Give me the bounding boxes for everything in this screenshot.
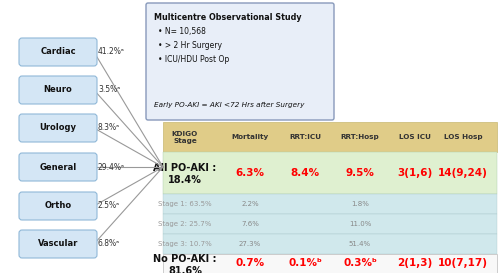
Bar (163, 194, 497, 214)
Text: 6.8%ᵃ: 6.8%ᵃ (98, 239, 120, 248)
Text: • N= 10,568: • N= 10,568 (158, 27, 206, 36)
FancyBboxPatch shape (146, 3, 334, 120)
Text: 2.2%: 2.2% (241, 201, 259, 207)
Text: KDIGO
Stage: KDIGO Stage (172, 130, 198, 144)
FancyBboxPatch shape (19, 230, 97, 258)
Text: Cardiac: Cardiac (40, 48, 76, 57)
Text: Mortality: Mortality (232, 134, 268, 140)
Text: All PO-AKI :: All PO-AKI : (154, 163, 216, 173)
Text: 1.8%: 1.8% (351, 201, 369, 207)
Text: Urology: Urology (40, 123, 76, 132)
Text: LOS Hosp: LOS Hosp (444, 134, 482, 140)
Bar (163, 234, 497, 254)
Text: 7.6%: 7.6% (241, 221, 259, 227)
Text: Stage 1: 63.5%: Stage 1: 63.5% (158, 201, 212, 207)
Text: 6.3%: 6.3% (236, 168, 264, 178)
FancyBboxPatch shape (19, 114, 97, 142)
Text: 0.7%: 0.7% (236, 259, 264, 269)
Text: 51.4%: 51.4% (349, 241, 371, 247)
Text: 3.5%ᵃ: 3.5%ᵃ (98, 85, 120, 94)
Text: Stage 2: 25.7%: Stage 2: 25.7% (158, 221, 212, 227)
Text: RRT:Hosp: RRT:Hosp (340, 134, 380, 140)
Text: RRT:ICU: RRT:ICU (289, 134, 321, 140)
Text: Stage 3: 10.7%: Stage 3: 10.7% (158, 241, 212, 247)
Text: General: General (40, 162, 76, 171)
FancyBboxPatch shape (19, 38, 97, 66)
Text: Multicentre Observational Study: Multicentre Observational Study (154, 13, 302, 22)
Text: 9.5%: 9.5% (346, 168, 374, 178)
Text: 18.4%: 18.4% (168, 175, 202, 185)
Text: 27.3%: 27.3% (239, 241, 261, 247)
Text: Ortho: Ortho (44, 201, 72, 210)
Text: No PO-AKI :: No PO-AKI : (153, 254, 217, 263)
Text: 2(1,3): 2(1,3) (398, 259, 432, 269)
Text: 0.1%ᵇ: 0.1%ᵇ (288, 259, 322, 269)
Text: 14(9,24): 14(9,24) (438, 168, 488, 178)
Text: Vascular: Vascular (38, 239, 78, 248)
Text: 41.2%ᵃ: 41.2%ᵃ (98, 48, 125, 57)
Text: 2.5%ᵃ: 2.5%ᵃ (98, 201, 120, 210)
Text: Early PO-AKI = AKI <72 Hrs after Surgery: Early PO-AKI = AKI <72 Hrs after Surgery (154, 102, 304, 108)
FancyBboxPatch shape (19, 76, 97, 104)
Text: 8.3%ᵃ: 8.3%ᵃ (98, 123, 120, 132)
Text: 8.4%: 8.4% (290, 168, 320, 178)
FancyBboxPatch shape (19, 192, 97, 220)
Text: • ICU/HDU Post Op: • ICU/HDU Post Op (158, 55, 229, 64)
FancyBboxPatch shape (19, 153, 97, 181)
Text: 0.3%ᵇ: 0.3%ᵇ (343, 259, 377, 269)
Text: 29.4%ᵃ: 29.4%ᵃ (98, 162, 125, 171)
Text: Neuro: Neuro (44, 85, 72, 94)
Text: LOS ICU: LOS ICU (399, 134, 431, 140)
Text: 3(1,6): 3(1,6) (398, 168, 432, 178)
Text: 10(7,17): 10(7,17) (438, 259, 488, 269)
Text: 81.6%: 81.6% (168, 266, 202, 273)
Bar (163, 214, 497, 234)
Bar (163, 254, 497, 273)
Text: 11.0%: 11.0% (349, 221, 371, 227)
Bar (163, 152, 497, 194)
Text: • > 2 Hr Surgery: • > 2 Hr Surgery (158, 41, 222, 50)
Bar (163, 122, 497, 152)
